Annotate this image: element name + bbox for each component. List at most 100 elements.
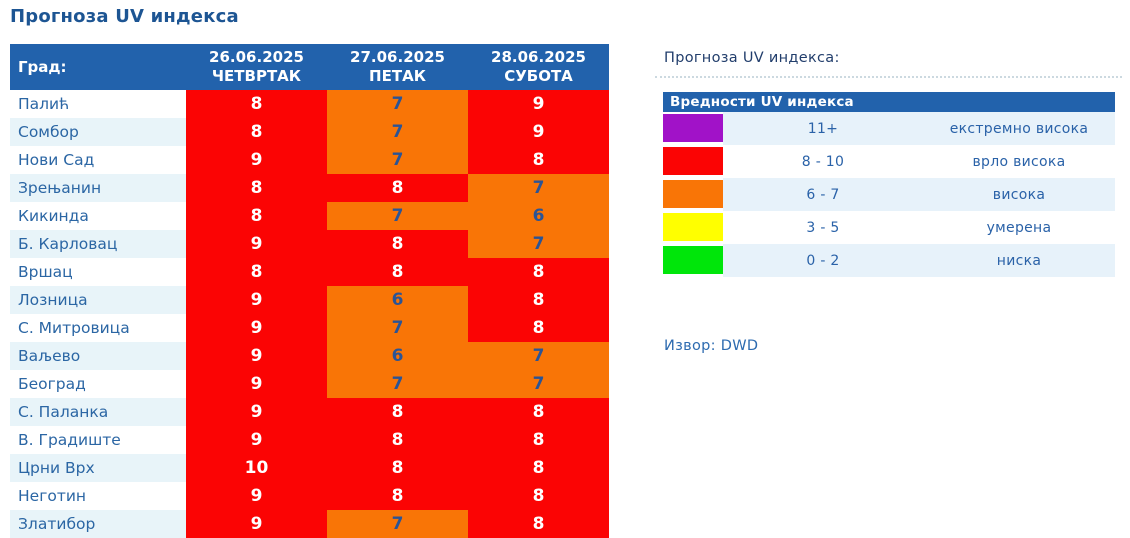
uv-value-cell: 7 (468, 230, 609, 258)
city-name: Златибор (10, 510, 186, 538)
city-name: Зрењанин (10, 174, 186, 202)
forecast-row: Ваљево 9 6 7 (10, 342, 609, 370)
uv-value-cell: 9 (186, 398, 327, 426)
uv-value-cell: 7 (327, 202, 468, 230)
uv-value-cell: 8 (468, 258, 609, 286)
uv-value-cell: 7 (468, 342, 609, 370)
uv-value-cell: 7 (327, 510, 468, 538)
legend-label: умерена (986, 219, 1052, 236)
legend-row: 6 - 7 висока (663, 178, 1115, 211)
uv-value-cell: 7 (468, 174, 609, 202)
forecast-row: Сомбор 8 7 9 (10, 118, 609, 146)
uv-value-cell: 7 (468, 370, 609, 398)
city-name: Ваљево (10, 342, 186, 370)
forecast-row: Зрењанин 8 8 7 (10, 174, 609, 202)
uv-value-cell: 9 (468, 118, 609, 146)
uv-value-cell: 8 (468, 454, 609, 482)
uv-value-cell: 8 (186, 258, 327, 286)
city-name: Лозница (10, 286, 186, 314)
forecast-row: Лозница 9 6 8 (10, 286, 609, 314)
legend-color-swatch (663, 114, 723, 142)
city-name: С. Паланка (10, 398, 186, 426)
legend-label: ниска (996, 252, 1042, 269)
uv-value-cell: 8 (327, 454, 468, 482)
uv-value-cell: 8 (186, 118, 327, 146)
header-cell-city: Град: (18, 58, 67, 76)
legend-table: Вредности UV индекса 11+ екстремно висока… (663, 92, 1115, 277)
legend-color-swatch (663, 147, 723, 175)
legend-swatch-cell (663, 211, 723, 244)
uv-value-cell: 9 (186, 314, 327, 342)
city-name: Београд (10, 370, 186, 398)
uv-value-cell: 8 (186, 202, 327, 230)
legend-swatch-cell (663, 112, 723, 145)
uv-value-cell: 9 (186, 146, 327, 174)
legend-separator (655, 76, 1122, 78)
legend-swatch-cell (663, 178, 723, 211)
uv-value-cell: 8 (327, 398, 468, 426)
uv-value-cell: 7 (327, 118, 468, 146)
legend-row: 3 - 5 умерена (663, 211, 1115, 244)
uv-value-cell: 7 (327, 90, 468, 118)
legend-row: 0 - 2 ниска (663, 244, 1115, 277)
legend-range: 6 - 7 (806, 186, 840, 203)
uv-value-cell: 7 (327, 370, 468, 398)
uv-value-cell: 8 (186, 174, 327, 202)
uv-value-cell: 7 (327, 314, 468, 342)
city-name: В. Градиште (10, 426, 186, 454)
legend-label: врло висока (972, 153, 1066, 170)
legend-color-swatch (663, 246, 723, 274)
uv-value-cell: 6 (327, 342, 468, 370)
forecast-table: Град: 26.06.2025 ЧЕТВРТАК 27.06.2025 ПЕТАК 2… (10, 44, 609, 538)
legend-range: 8 - 10 (801, 153, 845, 170)
forecast-row: Неготин 9 8 8 (10, 482, 609, 510)
forecast-rows: Палић 8 7 9 Сомбор 8 7 9 Нови Сад 9 7 8 Зрењанин 8 8 7 К… (10, 90, 609, 538)
city-name: Кикинда (10, 202, 186, 230)
uv-value-cell: 9 (186, 426, 327, 454)
uv-value-cell: 7 (327, 146, 468, 174)
uv-value-cell: 9 (186, 342, 327, 370)
forecast-row: Б. Карловац 9 8 7 (10, 230, 609, 258)
city-name: Нови Сад (10, 146, 186, 174)
legend-color-swatch (663, 180, 723, 208)
header-cell-day: 27.06.2025 ПЕТАК (350, 48, 445, 85)
forecast-row: Београд 9 7 7 (10, 370, 609, 398)
city-name: Црни Врх (10, 454, 186, 482)
city-name: Неготин (10, 482, 186, 510)
forecast-row: Црни Врх 10 8 8 (10, 454, 609, 482)
forecast-row: Нови Сад 9 7 8 (10, 146, 609, 174)
legend-row: 11+ екстремно висока (663, 112, 1115, 145)
uv-value-cell: 8 (327, 230, 468, 258)
uv-value-cell: 8 (327, 258, 468, 286)
forecast-row: С. Митровица 9 7 8 (10, 314, 609, 342)
uv-value-cell: 8 (468, 314, 609, 342)
legend-swatch-cell (663, 145, 723, 178)
header-cell-day: 26.06.2025 ЧЕТВРТАК (209, 48, 304, 85)
forecast-header: Град: 26.06.2025 ЧЕТВРТАК 27.06.2025 ПЕТАК 2… (10, 44, 609, 90)
city-name: Сомбор (10, 118, 186, 146)
forecast-row: Палић 8 7 9 (10, 90, 609, 118)
legend-title: Прогноза UV индекса: (664, 50, 840, 66)
legend-label: висока (992, 186, 1046, 203)
legend-color-swatch (663, 213, 723, 241)
legend-label: екстремно висока (949, 120, 1089, 137)
uv-value-cell: 9 (186, 370, 327, 398)
uv-value-cell: 6 (327, 286, 468, 314)
uv-value-cell: 8 (468, 510, 609, 538)
uv-value-cell: 9 (186, 482, 327, 510)
city-name: Б. Карловац (10, 230, 186, 258)
uv-value-cell: 10 (186, 454, 327, 482)
city-name: Вршац (10, 258, 186, 286)
legend-range: 0 - 2 (806, 252, 840, 269)
header-cell-day: 28.06.2025 СУБОТА (491, 48, 586, 85)
uv-value-cell: 9 (186, 510, 327, 538)
uv-value-cell: 9 (186, 230, 327, 258)
uv-value-cell: 6 (468, 202, 609, 230)
uv-value-cell: 8 (468, 482, 609, 510)
forecast-row: Вршац 8 8 8 (10, 258, 609, 286)
uv-value-cell: 8 (327, 426, 468, 454)
uv-value-cell: 8 (468, 426, 609, 454)
legend-range: 11+ (807, 120, 839, 137)
legend-range: 3 - 5 (806, 219, 840, 236)
page-title: Прогноза UV индекса (10, 6, 239, 27)
